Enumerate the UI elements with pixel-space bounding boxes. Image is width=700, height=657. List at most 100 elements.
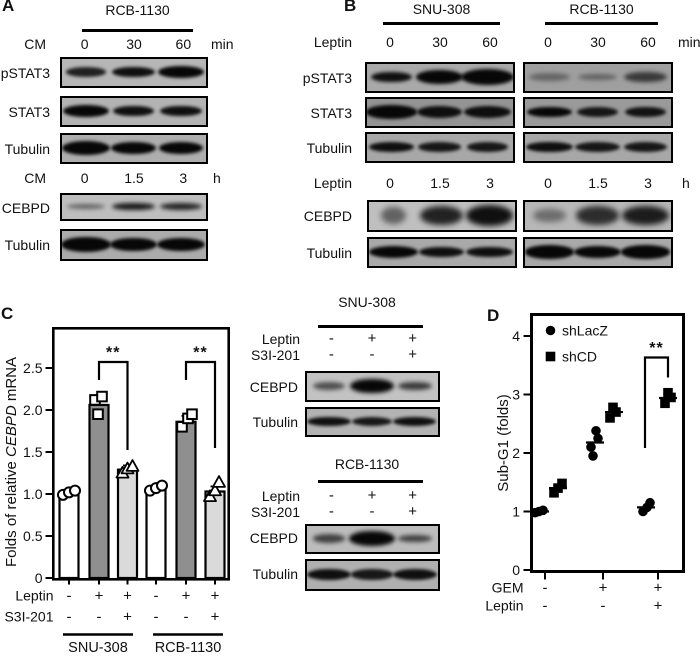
blot-box-b-snu-pstat3 bbox=[365, 62, 515, 93]
blot-box-a-tub1 bbox=[60, 133, 208, 164]
bar-data-points bbox=[57, 390, 226, 503]
protein-band bbox=[349, 531, 395, 546]
panel-b-header-underline-snu308 bbox=[383, 22, 500, 25]
protein-band bbox=[578, 73, 617, 81]
protein-band bbox=[577, 106, 618, 118]
cell-value: 0 bbox=[544, 34, 552, 50]
cell-value: 30 bbox=[432, 34, 448, 50]
data-point-square bbox=[96, 390, 108, 403]
cell-value: 0 bbox=[80, 170, 89, 186]
panel-b-blot-label-tubulin2: Tubulin bbox=[306, 245, 352, 261]
condition-row-label: Leptin bbox=[485, 598, 523, 614]
data-point-circle bbox=[591, 425, 601, 436]
bar bbox=[175, 420, 197, 580]
panel-c-blot-title-snu308: SNU-308 bbox=[338, 294, 396, 310]
condition-value: - bbox=[543, 598, 548, 615]
cell-value: 30 bbox=[590, 34, 606, 50]
data-point-square bbox=[663, 387, 673, 398]
cell-value: - bbox=[328, 503, 334, 520]
protein-band bbox=[367, 105, 418, 119]
condition-value: + bbox=[182, 588, 191, 605]
blot-box-a-cebpd bbox=[60, 193, 208, 221]
protein-band bbox=[622, 205, 669, 226]
protein-band bbox=[111, 141, 156, 155]
data-point-triangle bbox=[125, 459, 140, 472]
protein-band bbox=[527, 106, 572, 118]
y-tick-label: 2.5 bbox=[23, 360, 43, 376]
cell-value: + bbox=[367, 487, 377, 504]
condition-value: + bbox=[123, 588, 132, 605]
y-tick-label: 2 bbox=[512, 445, 520, 461]
blot-box-b-snu-cebpd bbox=[367, 200, 517, 232]
panel-c-rcb-s3i-values: - - + bbox=[311, 503, 433, 520]
y-axis-title: Sub-G1 (folds) bbox=[495, 394, 512, 492]
cell-value: 60 bbox=[482, 34, 498, 50]
condition-value: + bbox=[123, 609, 132, 626]
group-label: RCB-1130 bbox=[155, 640, 222, 656]
blot-box-c-rcb-cebpd bbox=[305, 524, 440, 554]
protein-band bbox=[466, 205, 513, 226]
significance-label: ** bbox=[106, 345, 120, 362]
data-point-square bbox=[92, 408, 104, 420]
y-tick-label: 0.5 bbox=[23, 528, 43, 544]
panel-letter-b: B bbox=[344, 0, 357, 15]
protein-band bbox=[112, 66, 155, 78]
protein-band bbox=[620, 245, 670, 259]
protein-band bbox=[351, 569, 393, 580]
protein-band bbox=[576, 206, 619, 225]
blot-box-b-snu-tub2 bbox=[367, 237, 517, 268]
panel-c-rcb-blot-label-cebpd: CEBPD bbox=[249, 530, 298, 546]
cell-value: - bbox=[369, 503, 375, 520]
protein-band bbox=[159, 202, 202, 211]
panel-b-header-underline-rcb1130 bbox=[545, 22, 658, 25]
legend-label-shcd: shCD bbox=[562, 349, 597, 365]
panel-a-treatment-label-2: CM bbox=[24, 170, 46, 186]
protein-band bbox=[369, 245, 418, 258]
panel-a-blot-label-cebpd: CEBPD bbox=[1, 200, 50, 216]
blot-box-b-snu-stat3 bbox=[365, 97, 515, 128]
data-point-circle bbox=[586, 442, 596, 452]
protein-band bbox=[525, 245, 574, 259]
protein-band bbox=[393, 416, 437, 427]
blot-box-c-snu-cebpd bbox=[305, 371, 440, 402]
data-point-square bbox=[557, 478, 567, 489]
cell-value: 3 bbox=[644, 175, 652, 191]
data-point-circle bbox=[69, 484, 81, 497]
panel-a-blot-label-tubulin1: Tubulin bbox=[4, 141, 50, 157]
blot-box-b-rcb-stat3 bbox=[523, 97, 673, 128]
cell-value: 1.5 bbox=[588, 175, 608, 191]
panel-b-unit-2: h bbox=[682, 175, 690, 191]
condition-value: + bbox=[211, 609, 220, 626]
protein-band bbox=[307, 416, 351, 427]
protein-band bbox=[350, 378, 394, 394]
cell-value: 30 bbox=[126, 36, 142, 52]
protein-band bbox=[397, 381, 433, 391]
protein-band bbox=[156, 237, 205, 252]
legend: shLacZ shCD bbox=[545, 323, 608, 365]
panel-b-lane-times-2-snu: 0 1.5 3 bbox=[365, 175, 515, 192]
condition-value: - bbox=[97, 609, 102, 626]
y-tick-label: 4 bbox=[512, 328, 520, 344]
panel-c-blot-underline-snu308 bbox=[318, 325, 423, 328]
data-point-square bbox=[605, 413, 615, 423]
panel-c-rcb-leptin-values: - + + bbox=[311, 487, 433, 504]
data-point-triangle bbox=[208, 483, 222, 497]
panel-a-treatment-label-1: CM bbox=[24, 36, 46, 52]
panel-c-rcb-leptin-label: Leptin bbox=[261, 488, 300, 504]
condition-value: + bbox=[654, 598, 663, 615]
panel-b-lane-times-1-rcb: 0 30 60 bbox=[523, 34, 673, 51]
panel-a-unit-2: h bbox=[213, 170, 221, 186]
blot-box-c-rcb-tub bbox=[305, 559, 440, 591]
bar bbox=[145, 487, 167, 580]
bar bbox=[88, 403, 110, 580]
blot-box-a-tub2 bbox=[60, 229, 208, 261]
protein-band bbox=[67, 203, 106, 210]
protein-band bbox=[574, 245, 621, 259]
y-tick-label: 0 bbox=[512, 562, 520, 578]
y-tick-label: 1 bbox=[512, 503, 520, 519]
panel-b-lane-times-1-snu: 0 30 60 bbox=[365, 34, 515, 51]
condition-value: - bbox=[67, 609, 72, 626]
condition-row-label: S3I-201 bbox=[4, 609, 53, 625]
